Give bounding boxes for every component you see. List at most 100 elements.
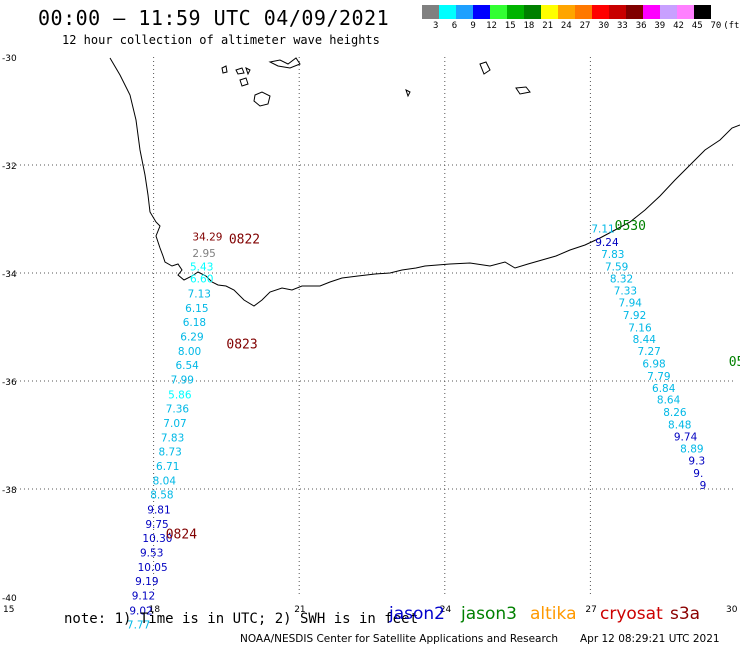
swh-value: 9. <box>693 468 703 480</box>
legend-s3a: s3a <box>670 604 701 624</box>
swh-value: 8.26 <box>663 407 687 419</box>
scale-swatch <box>592 5 609 19</box>
scale-swatch <box>541 5 558 19</box>
footer-credit: NOAA/NESDIS Center for Satellite Applica… <box>240 633 558 645</box>
swh-value: 8.58 <box>150 490 173 502</box>
lon-label: 24 <box>440 605 452 615</box>
lon-label: 30 <box>726 605 738 615</box>
pass-time-label: 0823 <box>226 338 257 353</box>
island-5 <box>253 91 271 107</box>
swh-value: 34.29 <box>192 232 222 244</box>
swh-value: 7.77 <box>127 619 150 631</box>
island-9 <box>405 89 411 98</box>
swh-value: 8.73 <box>158 447 181 459</box>
scale-swatch <box>694 5 711 19</box>
swh-value: 8.04 <box>153 476 177 488</box>
island-2 <box>235 67 245 75</box>
scale-label: 39 <box>654 21 666 31</box>
swh-value: 7.94 <box>619 297 643 309</box>
legend-jason3: jason3 <box>461 604 517 624</box>
island-7 <box>479 61 491 75</box>
scale-label: 36 <box>635 21 647 31</box>
scale-label: 12 <box>486 21 497 31</box>
swh-value: 2.95 <box>192 248 215 260</box>
scale-label: 24 <box>560 21 572 31</box>
swh-value: 9.24 <box>595 237 619 249</box>
swh-value: 9.3 <box>688 456 705 468</box>
swh-value: 8.48 <box>668 420 691 432</box>
swh-value: 6.98 <box>642 359 665 371</box>
footer-timestamp: Apr 12 08:29:21 UTC 2021 <box>580 633 720 645</box>
swh-value: 10.05 <box>138 562 168 574</box>
swh-value: 9.12 <box>132 591 155 603</box>
swh-readings: 34.29 2.955.436.60 7.13 6.15 6.18 6.29 8.00 6.5… <box>127 224 706 632</box>
legend-altika: altika <box>530 604 577 624</box>
pass-time-label: 0824 <box>166 528 197 543</box>
swh-value: 6.71 <box>156 461 179 473</box>
pass-time-label: 05 <box>729 355 740 370</box>
swh-value: 8.00 <box>178 346 201 358</box>
scale-swatch <box>490 5 507 19</box>
scale-label: 15 <box>504 21 516 31</box>
pass-time-label: 0822 <box>229 232 260 247</box>
scale-label: 70 <box>710 21 722 31</box>
scale-label: 21 <box>542 21 554 31</box>
lon-label: 15 <box>3 605 14 615</box>
island-8 <box>515 86 531 95</box>
swh-value: 6.18 <box>183 317 206 329</box>
scale-swatch <box>643 5 660 19</box>
lat-label: -36 <box>2 378 17 388</box>
lat-label: -40 <box>2 594 17 604</box>
scale-swatch <box>558 5 575 19</box>
swh-value: 6.84 <box>652 383 676 395</box>
swh-value: 7.83 <box>161 432 184 444</box>
lat-label: -34 <box>2 270 17 280</box>
scale-label: 3 <box>433 21 439 31</box>
swh-value: 5.43 <box>190 261 213 273</box>
swh-value: 10.30 <box>142 533 172 545</box>
scale-swatch <box>575 5 592 19</box>
scale-swatch <box>524 5 541 19</box>
south-africa-coastline <box>109 57 740 307</box>
lat-label: -30 <box>2 54 17 64</box>
scale-label: 33 <box>617 21 628 31</box>
scale-swatch <box>439 5 456 19</box>
scale-label: 9 <box>470 21 476 31</box>
swh-value: 6.15 <box>185 303 208 315</box>
lat-label: -38 <box>2 486 17 496</box>
swh-value: 5.86 <box>168 389 192 401</box>
lon-label: 18 <box>149 605 161 615</box>
swh-value: 7.99 <box>171 375 194 387</box>
swh-value: 8.44 <box>633 334 657 346</box>
island-6 <box>268 57 301 69</box>
lon-label: 27 <box>585 605 596 615</box>
lon-label: 21 <box>294 605 305 615</box>
island-1 <box>221 65 228 74</box>
island-3 <box>245 67 251 76</box>
swh-value: 6.54 <box>175 360 199 372</box>
swh-value: 8.64 <box>657 395 681 407</box>
pass-time-labels: 0822 0823 0824 0530 05 <box>166 219 740 543</box>
scale-swatch <box>507 5 524 19</box>
island-4 <box>239 77 249 87</box>
swh-value: 9.19 <box>135 576 158 588</box>
swh-value: 7.07 <box>163 418 186 430</box>
swh-value: 7.92 <box>623 310 646 322</box>
map-subtitle: 12 hour collection of altimeter wave hei… <box>62 33 380 47</box>
units-note: note: 1) Time is in UTC; 2) SWH is in fe… <box>64 611 419 627</box>
scale-label: 6 <box>451 21 458 31</box>
swh-value: 7.16 <box>628 322 652 334</box>
swh-value: 9.02 <box>129 605 152 617</box>
swh-value: 9 <box>700 480 707 492</box>
scale-swatch <box>473 5 490 19</box>
swh-value: 7.13 <box>188 288 211 300</box>
swh-value: 9.75 <box>145 519 168 531</box>
scale-label: 27 <box>579 21 591 31</box>
swh-value: 7.36 <box>166 403 190 415</box>
graticule <box>8 57 736 597</box>
scale-swatch <box>660 5 677 19</box>
swh-value: 8.32 <box>610 274 633 286</box>
coastline <box>109 57 740 307</box>
